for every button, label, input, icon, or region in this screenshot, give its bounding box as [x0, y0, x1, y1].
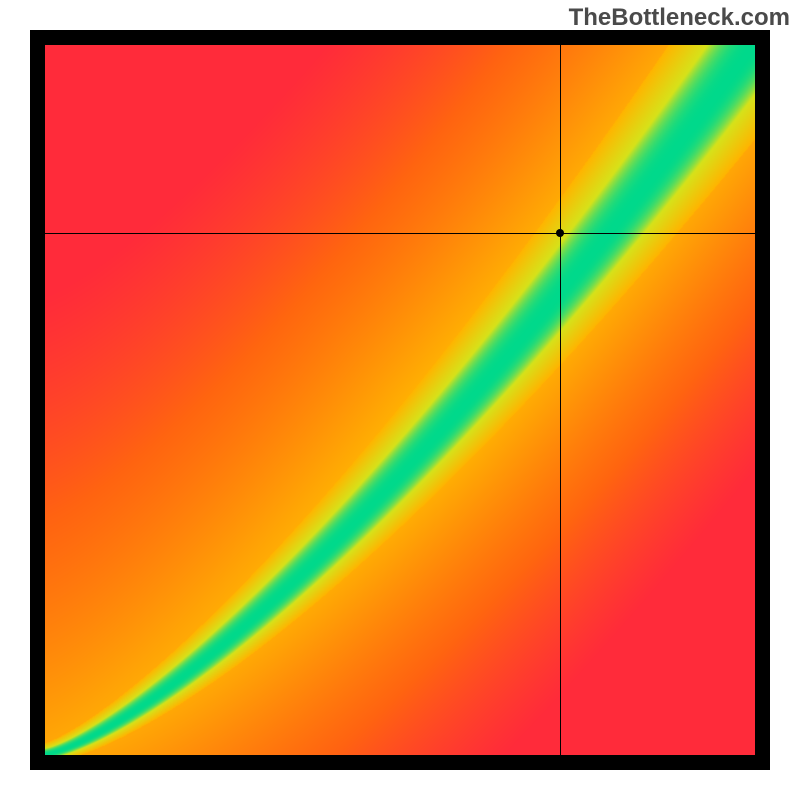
crosshair-horizontal: [45, 233, 755, 234]
crosshair-marker-dot: [556, 229, 564, 237]
heatmap-canvas: [45, 45, 755, 755]
chart-frame: [30, 30, 770, 770]
watermark-text: TheBottleneck.com: [569, 4, 790, 32]
crosshair-vertical: [560, 45, 561, 755]
plot-area: [45, 45, 755, 755]
